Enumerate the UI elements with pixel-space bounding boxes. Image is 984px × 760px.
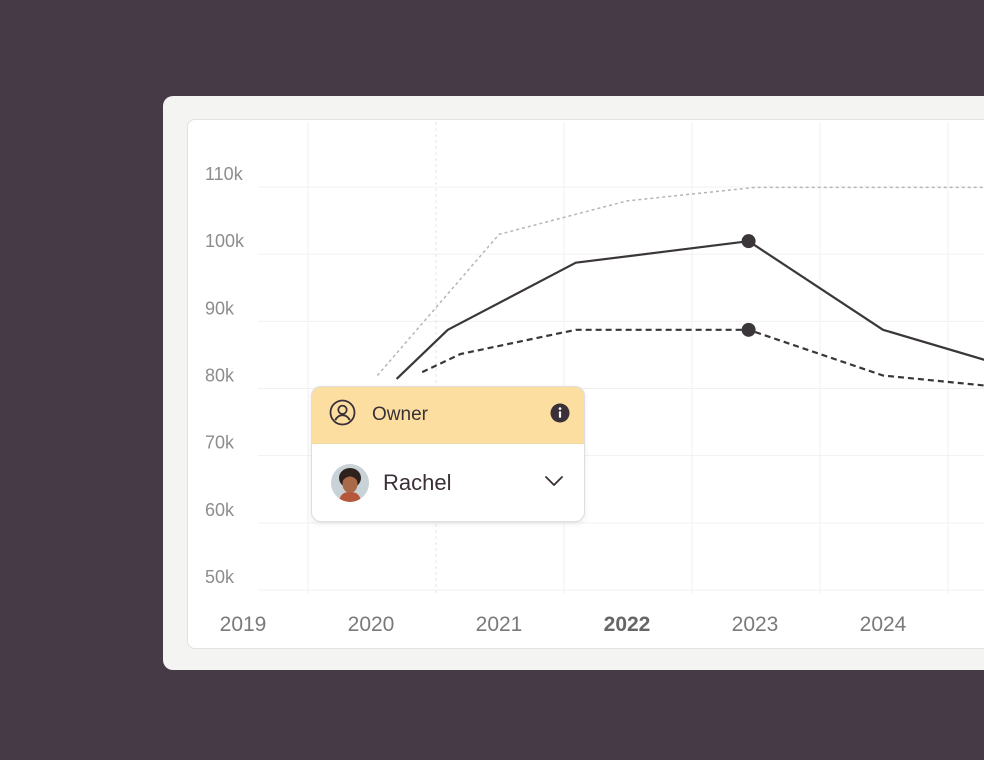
x-tick-label: 2019 — [220, 613, 267, 636]
y-tick-label: 50k — [205, 567, 235, 587]
owner-popover-title: Owner — [372, 404, 428, 425]
x-tick-label: 2020 — [348, 613, 395, 636]
chart-series — [376, 186, 984, 387]
info-icon[interactable] — [550, 403, 570, 428]
owner-select[interactable]: Rachel — [312, 444, 584, 521]
y-axis-ticks: 110k 100k 90k 80k 70k 60k 50k — [205, 164, 245, 587]
owner-popover: Owner Rachel — [311, 386, 585, 522]
series-marker-dashed — [741, 322, 756, 337]
chart-inner-card — [187, 119, 984, 649]
chevron-down-icon[interactable] — [544, 474, 564, 492]
y-tick-label: 110k — [205, 164, 244, 184]
y-tick-label: 70k — [205, 433, 235, 453]
y-tick-label: 100k — [205, 231, 245, 251]
series-line-solid — [395, 240, 984, 380]
owner-popover-header: Owner — [312, 387, 584, 444]
chart-grid — [258, 122, 984, 594]
y-tick-label: 90k — [205, 298, 235, 318]
series-line-dotted — [376, 186, 984, 376]
x-tick-label: 2024 — [860, 613, 907, 636]
user-circle-icon — [329, 399, 356, 431]
x-tick-label: 2021 — [476, 613, 523, 636]
x-tick-label: 2023 — [732, 613, 779, 636]
avatar — [331, 463, 369, 502]
y-tick-label: 60k — [205, 500, 235, 520]
y-tick-label: 80k — [205, 366, 235, 386]
x-tick-label: 2022 — [604, 613, 651, 636]
series-marker-solid — [741, 234, 756, 249]
x-axis-ticks: 2019 2020 2021 2022 2023 2024 — [220, 613, 907, 636]
owner-name: Rachel — [383, 469, 452, 495]
